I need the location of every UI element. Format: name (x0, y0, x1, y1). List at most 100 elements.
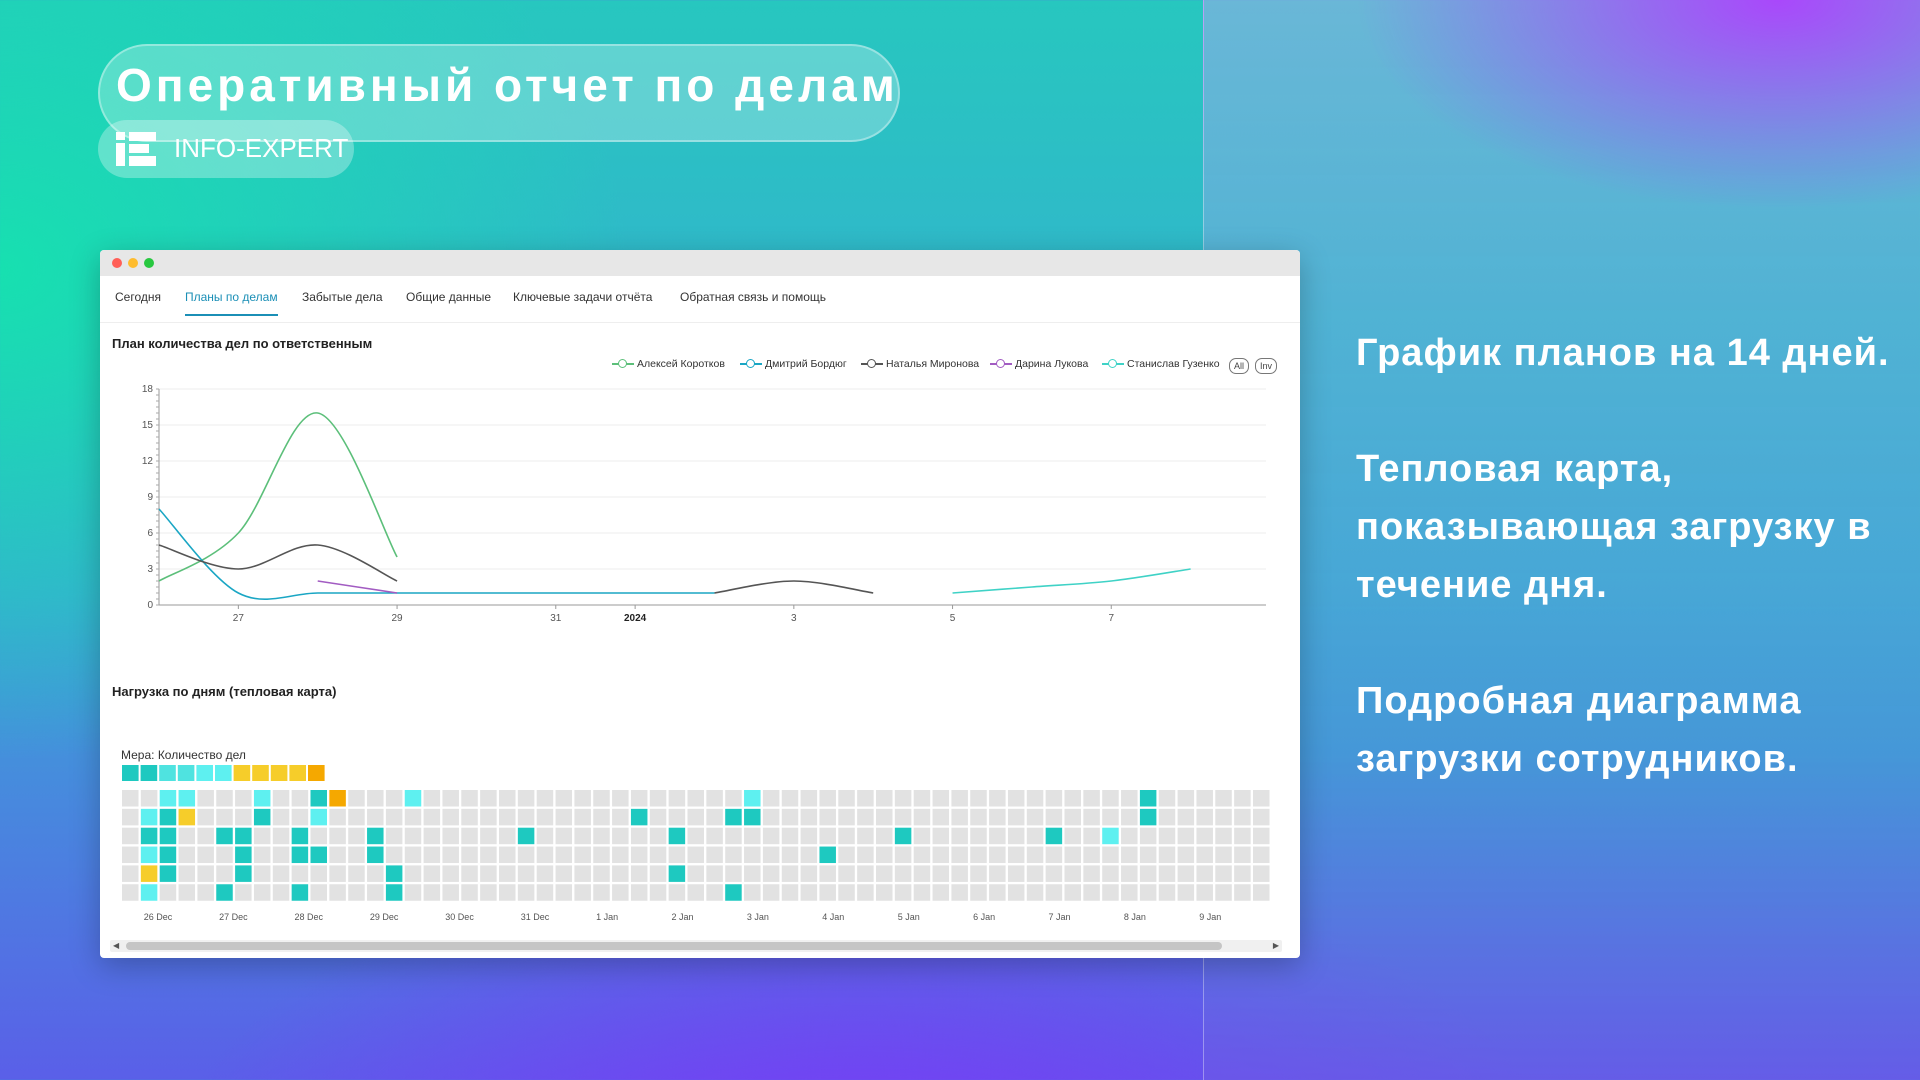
heatmap-cell[interactable] (1102, 865, 1119, 882)
heatmap-cell[interactable] (536, 846, 554, 864)
heatmap-cell[interactable] (762, 790, 780, 807)
heatmap-cell[interactable] (706, 790, 723, 807)
heatmap-cell[interactable] (517, 846, 535, 864)
heatmap-cell[interactable] (894, 827, 912, 845)
heatmap-cell[interactable] (649, 790, 667, 807)
heatmap-cell[interactable] (687, 884, 705, 901)
heatmap-cell[interactable] (687, 808, 705, 826)
heatmap-cell[interactable] (310, 884, 328, 901)
heatmap-cell[interactable] (649, 827, 667, 845)
heatmap-cell[interactable] (216, 865, 233, 882)
heatmap-cell[interactable] (838, 790, 855, 807)
heatmap-cell[interactable] (838, 808, 855, 826)
heatmap-cell[interactable] (1121, 808, 1138, 826)
heatmap-cell[interactable] (838, 884, 855, 901)
heatmap-cell[interactable] (216, 808, 233, 826)
heatmap-cell[interactable] (178, 808, 196, 826)
heatmap-cell[interactable] (781, 790, 799, 807)
heatmap-cell[interactable] (272, 827, 290, 845)
heatmap-cell[interactable] (1196, 846, 1213, 864)
scroll-left-arrow-icon[interactable]: ◀ (113, 941, 120, 950)
heatmap-cell[interactable] (1045, 808, 1063, 826)
heatmap-cell[interactable] (1234, 865, 1251, 882)
heatmap-cell[interactable] (725, 827, 742, 845)
heatmap-cell[interactable] (1215, 846, 1232, 864)
heatmap-cell[interactable] (385, 790, 403, 807)
heatmap-cell[interactable] (178, 790, 196, 807)
heatmap-cell[interactable] (140, 865, 158, 882)
heatmap-cell[interactable] (894, 790, 912, 807)
heatmap-cell[interactable] (367, 808, 384, 826)
heatmap-cell[interactable] (1102, 790, 1119, 807)
heatmap-cell[interactable] (932, 790, 950, 807)
heatmap-cell[interactable] (819, 846, 836, 864)
heatmap-cell[interactable] (480, 884, 497, 901)
heatmap-cell[interactable] (423, 884, 441, 901)
heatmap-cell[interactable] (706, 865, 723, 882)
heatmap-cell[interactable] (894, 846, 912, 864)
heatmap-cell[interactable] (593, 790, 610, 807)
heatmap-cell[interactable] (989, 790, 1006, 807)
heatmap-cell[interactable] (1234, 827, 1251, 845)
heatmap-cell[interactable] (385, 884, 403, 901)
heatmap-cell[interactable] (951, 790, 968, 807)
heatmap-cell[interactable] (838, 865, 855, 882)
heatmap-cell[interactable] (1253, 827, 1270, 845)
heatmap-cell[interactable] (1083, 884, 1100, 901)
heatmap-cell[interactable] (122, 790, 139, 807)
heatmap-cell[interactable] (913, 884, 931, 901)
heatmap-cell[interactable] (1177, 808, 1195, 826)
heatmap-cell[interactable] (1196, 884, 1213, 901)
heatmap-cell[interactable] (291, 808, 309, 826)
heatmap-cell[interactable] (216, 884, 233, 901)
heatmap-cell[interactable] (876, 827, 893, 845)
heatmap-cell[interactable] (989, 865, 1006, 882)
heatmap-cell[interactable] (536, 808, 554, 826)
heatmap-cell[interactable] (291, 865, 309, 882)
heatmap-cell[interactable] (894, 808, 912, 826)
heatmap-cell[interactable] (253, 827, 271, 845)
heatmap-cell[interactable] (706, 808, 723, 826)
heatmap-cell[interactable] (1026, 846, 1044, 864)
heatmap-cell[interactable] (876, 808, 893, 826)
heatmap-cell[interactable] (253, 790, 271, 807)
heatmap-cell[interactable] (800, 865, 818, 882)
heatmap-cell[interactable] (970, 808, 987, 826)
heatmap-cell[interactable] (442, 808, 459, 826)
heatmap-cell[interactable] (1121, 827, 1138, 845)
heatmap-cell[interactable] (819, 865, 836, 882)
legend-invert-button[interactable]: Inv (1255, 358, 1278, 374)
heatmap-cell[interactable] (1026, 865, 1044, 882)
heatmap-cell[interactable] (480, 827, 497, 845)
heatmap-cell[interactable] (857, 827, 874, 845)
heatmap-cell[interactable] (159, 808, 177, 826)
heatmap-cell[interactable] (687, 865, 705, 882)
heatmap-cell[interactable] (461, 884, 478, 901)
heatmap-cell[interactable] (461, 808, 478, 826)
heatmap-cell[interactable] (348, 790, 365, 807)
heatmap-cell[interactable] (480, 790, 497, 807)
heatmap-cell[interactable] (404, 808, 422, 826)
heatmap-cell[interactable] (197, 865, 214, 882)
heatmap-cell[interactable] (630, 884, 648, 901)
heatmap-cell[interactable] (932, 846, 950, 864)
heatmap-cell[interactable] (913, 790, 931, 807)
legend-all-button[interactable]: All (1229, 358, 1250, 374)
heatmap-cell[interactable] (612, 865, 629, 882)
heatmap-cell[interactable] (781, 884, 799, 901)
heatmap-cell[interactable] (630, 790, 648, 807)
heatmap-cell[interactable] (423, 790, 441, 807)
heatmap-cell[interactable] (1064, 790, 1082, 807)
heatmap-cell[interactable] (555, 865, 573, 882)
heatmap-cell[interactable] (649, 808, 667, 826)
minimize-window-button[interactable] (128, 258, 138, 268)
heatmap-cell[interactable] (1177, 827, 1195, 845)
heatmap-cell[interactable] (668, 884, 686, 901)
heatmap-cell[interactable] (970, 827, 987, 845)
heatmap-cell[interactable] (1007, 790, 1025, 807)
heatmap-cell[interactable] (932, 884, 950, 901)
heatmap-cell[interactable] (951, 865, 968, 882)
heatmap-cell[interactable] (517, 827, 535, 845)
heatmap-cell[interactable] (819, 827, 836, 845)
heatmap-cell[interactable] (442, 827, 459, 845)
